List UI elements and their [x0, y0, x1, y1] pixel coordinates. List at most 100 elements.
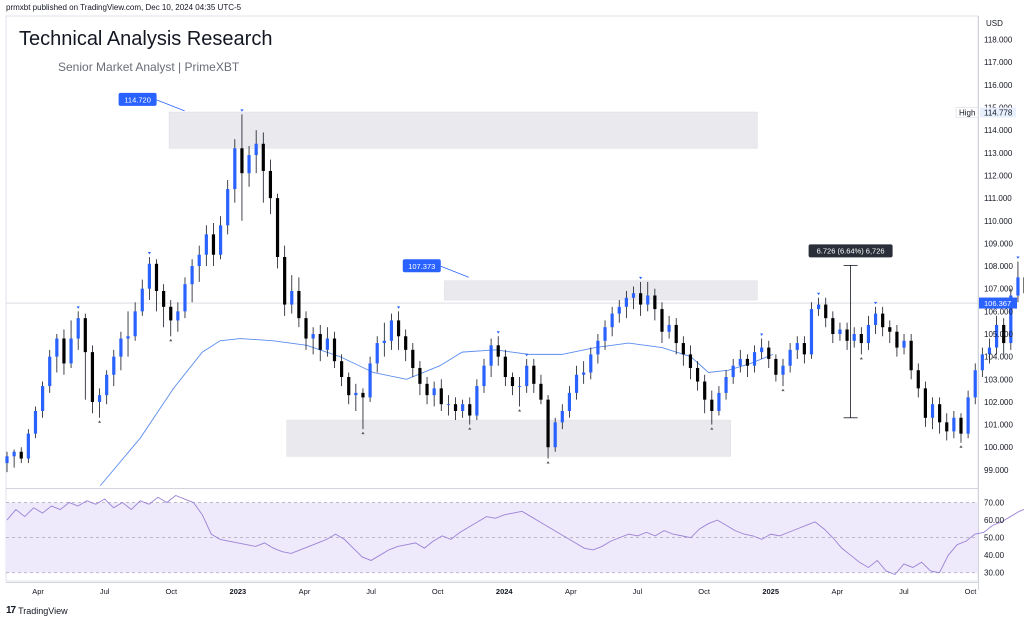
annotation-leader: [440, 265, 469, 278]
candle: [197, 245, 201, 282]
candle-body: [240, 148, 244, 174]
candle: [631, 286, 636, 310]
candle: [418, 361, 422, 396]
candle-body: [468, 404, 472, 416]
x-tick-label: Apr: [831, 587, 843, 596]
pivot-high-marker: [760, 333, 764, 336]
candle: [482, 358, 486, 393]
candle-body: [852, 334, 856, 341]
candle: [62, 329, 66, 375]
candle-body: [33, 411, 38, 434]
pivot-low-marker: [959, 445, 963, 448]
candle-body: [952, 417, 956, 432]
candle-body: [930, 404, 935, 418]
candle-body: [97, 395, 102, 402]
candle-body: [347, 377, 351, 396]
x-tick-label: Jul: [100, 587, 110, 596]
pivot-high-marker: [873, 301, 878, 305]
candle-body: [26, 433, 30, 459]
candle: [717, 386, 721, 416]
candle: [795, 336, 799, 359]
candle: [162, 284, 166, 328]
candle: [774, 354, 778, 382]
candle-body: [1016, 277, 1020, 296]
candle: [453, 397, 458, 421]
candle: [340, 354, 344, 387]
candle-body: [411, 349, 415, 368]
candle-body: [532, 365, 536, 384]
supply-demand-zone: [286, 419, 731, 457]
candle-body: [902, 340, 906, 348]
candle-body: [354, 392, 358, 396]
candle-body: [190, 266, 194, 285]
candle-body: [788, 349, 792, 366]
candle-body: [311, 334, 315, 339]
candle-body: [560, 411, 564, 423]
measure-tag: [808, 244, 893, 258]
candle: [254, 130, 258, 174]
candle-body: [12, 451, 16, 457]
candle-body: [247, 155, 251, 174]
candle-body: [275, 198, 280, 257]
candle-body: [105, 374, 109, 396]
candle-body: [888, 327, 892, 332]
candle: [653, 288, 657, 321]
candle: [824, 297, 828, 328]
candle: [55, 334, 59, 373]
brand-label: TradingView: [18, 605, 68, 616]
candle: [40, 381, 45, 418]
tradingview-brand[interactable]: 17 TradingView: [6, 605, 68, 616]
candle-body: [183, 284, 187, 312]
candle: [439, 379, 443, 411]
candle-body: [5, 456, 9, 464]
candle: [1016, 261, 1020, 303]
candle-body: [90, 352, 95, 402]
candle: [703, 374, 707, 414]
candle: [624, 290, 628, 319]
annotation-tag: [118, 92, 157, 106]
candle: [525, 358, 529, 393]
candle: [211, 223, 216, 267]
candle-body: [396, 320, 401, 337]
candle-body: [539, 383, 543, 400]
candle-body: [738, 358, 742, 366]
candle-body: [760, 347, 764, 353]
candle: [987, 338, 992, 364]
candle: [290, 275, 294, 314]
pivot-high-marker: [240, 109, 244, 112]
pivot-low-marker: [859, 356, 863, 360]
candle: [48, 349, 52, 393]
y-tick-label: 101.000: [984, 421, 1013, 430]
candle: [667, 315, 671, 339]
candle-body: [831, 318, 835, 334]
candle-body: [489, 345, 493, 366]
candle: [119, 331, 123, 371]
candle: [838, 322, 842, 341]
candle-body: [610, 313, 614, 328]
candle-body: [40, 386, 45, 411]
candle: [304, 311, 308, 350]
candle-body: [681, 343, 685, 355]
candle: [375, 336, 379, 373]
x-tick-label: Jul: [899, 587, 909, 596]
candle: [738, 349, 742, 373]
candle: [396, 311, 401, 350]
candle: [318, 324, 322, 362]
candle: [126, 311, 130, 357]
current-price-label: 106.367: [984, 299, 1011, 308]
candle-body: [453, 404, 458, 411]
candle-body: [973, 370, 977, 398]
candle-body: [966, 397, 970, 434]
rsi-tick-label: 70.00: [984, 499, 1005, 508]
candle: [902, 334, 906, 355]
candle: [731, 358, 735, 384]
candle: [461, 399, 465, 418]
candle: [26, 429, 30, 464]
candle: [1002, 318, 1006, 355]
y-tick-label: 117.000: [984, 58, 1013, 67]
candle-body: [745, 358, 750, 366]
candle-body: [133, 311, 137, 337]
currency-label: USD: [986, 19, 1003, 28]
y-tick-label: 108.000: [984, 262, 1013, 271]
